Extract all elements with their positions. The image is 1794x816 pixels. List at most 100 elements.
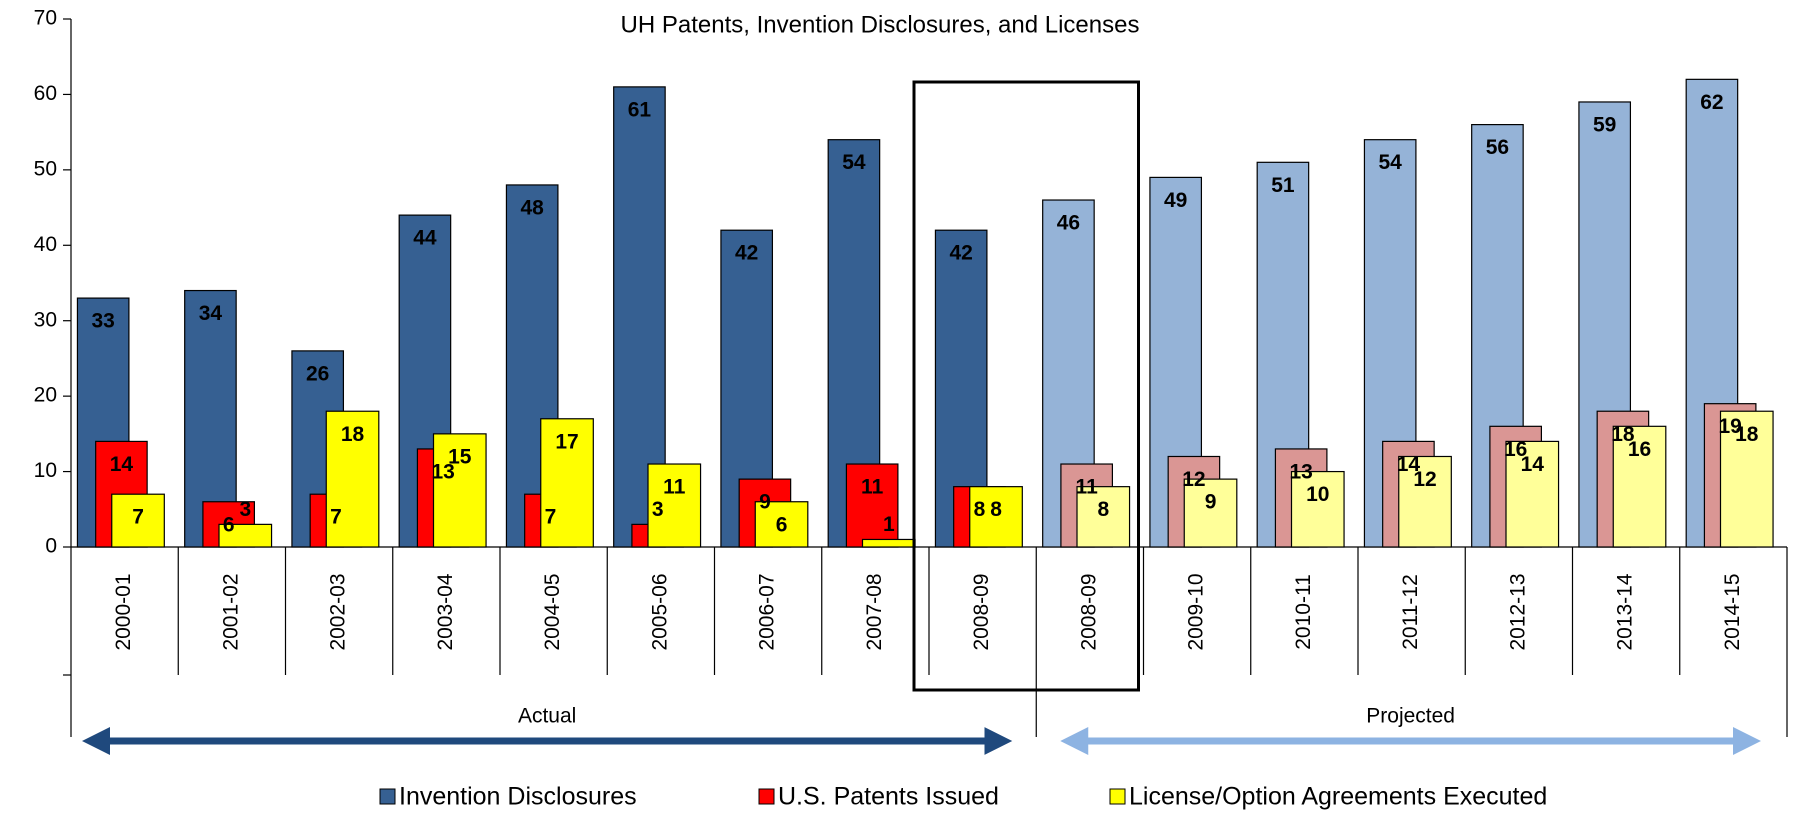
data-label: 17	[555, 430, 578, 453]
x-tick-label: 2008-09	[970, 573, 993, 650]
x-tick-label: 2003-04	[434, 573, 457, 650]
y-tick-label: 40	[34, 233, 57, 256]
data-label: 16	[1504, 438, 1527, 461]
bar	[1612, 425, 1667, 548]
data-label: 11	[1076, 476, 1099, 499]
bar	[1505, 440, 1560, 548]
x-tick-label: 2011-12	[1399, 574, 1422, 650]
data-label: 14	[110, 453, 134, 476]
legend-swatch	[1109, 788, 1126, 805]
data-label: 3	[239, 498, 251, 521]
bar	[1076, 486, 1131, 548]
bar	[647, 463, 702, 548]
data-label: 46	[1057, 212, 1080, 235]
data-label: 12	[1182, 468, 1205, 491]
data-label: 42	[735, 242, 758, 265]
bar	[218, 523, 273, 548]
x-tick-label: 2009-10	[1185, 573, 1208, 650]
bar	[845, 463, 899, 548]
legend-swatch	[758, 788, 775, 805]
data-label: 56	[1486, 136, 1509, 159]
data-label: 33	[91, 310, 114, 333]
y-tick-label: 10	[34, 459, 57, 482]
data-label: 19	[1718, 415, 1741, 438]
x-tick-label: 2013-14	[1614, 573, 1637, 650]
x-tick-label: 2006-07	[756, 573, 779, 650]
data-label: 13	[1289, 460, 1312, 483]
highlight-box	[912, 80, 1140, 692]
bar	[1398, 455, 1452, 548]
data-label: 42	[949, 242, 972, 265]
data-label: 10	[1306, 483, 1329, 506]
bar	[754, 501, 809, 548]
data-label: 7	[132, 506, 144, 529]
data-label: 15	[448, 445, 472, 468]
y-tick-label: 60	[34, 82, 57, 105]
data-label: 34	[199, 302, 223, 325]
legend-label: Invention Disclosures	[399, 783, 637, 811]
data-label: 49	[1164, 189, 1187, 212]
data-label: 11	[663, 476, 686, 499]
bar	[432, 433, 487, 548]
bar	[861, 538, 916, 548]
data-label: 44	[413, 227, 437, 250]
data-label: 48	[520, 196, 544, 219]
legend-label: License/Option Agreements Executed	[1129, 783, 1547, 811]
data-label: 6	[776, 513, 788, 536]
data-label: 9	[759, 491, 771, 514]
x-tick-label: 2008-09	[1077, 573, 1100, 650]
x-tick-label: 2007-08	[863, 573, 886, 650]
data-label: 9	[1205, 491, 1217, 514]
data-label: 8	[990, 498, 1002, 521]
data-label: 26	[306, 362, 329, 385]
bar	[1183, 478, 1238, 548]
data-label: 7	[330, 506, 342, 529]
data-label: 54	[1378, 151, 1402, 174]
bar	[969, 486, 1023, 548]
bar	[1290, 470, 1345, 548]
data-label: 14	[1521, 453, 1545, 476]
data-label: 54	[842, 151, 866, 174]
legend-swatch	[379, 788, 396, 805]
x-tick-label: 2005-06	[648, 573, 671, 650]
data-label: 61	[628, 98, 652, 121]
data-label: 3	[652, 498, 664, 521]
data-label: 18	[1735, 423, 1759, 446]
x-tick-label: 2010-11	[1292, 574, 1315, 650]
x-tick-label: 2012-13	[1506, 573, 1529, 650]
bar	[325, 410, 380, 548]
data-label: 14	[1397, 453, 1421, 476]
y-tick-label: 20	[34, 384, 57, 407]
data-label: 12	[1413, 468, 1436, 491]
x-tick-label: 2001-02	[219, 573, 242, 650]
y-tick-label: 0	[45, 535, 57, 558]
x-tick-label: 2002-03	[327, 573, 350, 650]
y-tick-label: 50	[34, 157, 57, 180]
y-tick-label: 70	[34, 7, 57, 30]
data-label: 18	[341, 423, 365, 446]
annotation: Projected	[1366, 705, 1455, 728]
annotation: Actual	[518, 705, 576, 728]
data-label: 1	[883, 513, 895, 536]
x-tick-label: 2014-15	[1721, 573, 1744, 650]
bar	[540, 418, 594, 548]
x-tick-label: 2000-01	[112, 573, 135, 650]
y-tick-label: 30	[34, 308, 57, 331]
chart-title: UH Patents, Invention Disclosures, and L…	[621, 11, 1140, 38]
data-label: 62	[1700, 91, 1723, 114]
legend-label: U.S. Patents Issued	[778, 783, 999, 811]
data-label: 59	[1593, 114, 1616, 137]
data-label: 13	[431, 460, 454, 483]
data-label: 11	[861, 476, 884, 499]
x-tick-label: 2004-05	[541, 573, 564, 650]
data-label: 16	[1628, 438, 1651, 461]
bar	[111, 493, 165, 548]
bar	[1719, 410, 1774, 548]
data-label: 7	[545, 506, 557, 529]
data-label: 6	[223, 513, 235, 536]
data-label: 51	[1271, 174, 1295, 197]
data-label: 8	[1097, 498, 1109, 521]
data-label: 18	[1611, 423, 1635, 446]
